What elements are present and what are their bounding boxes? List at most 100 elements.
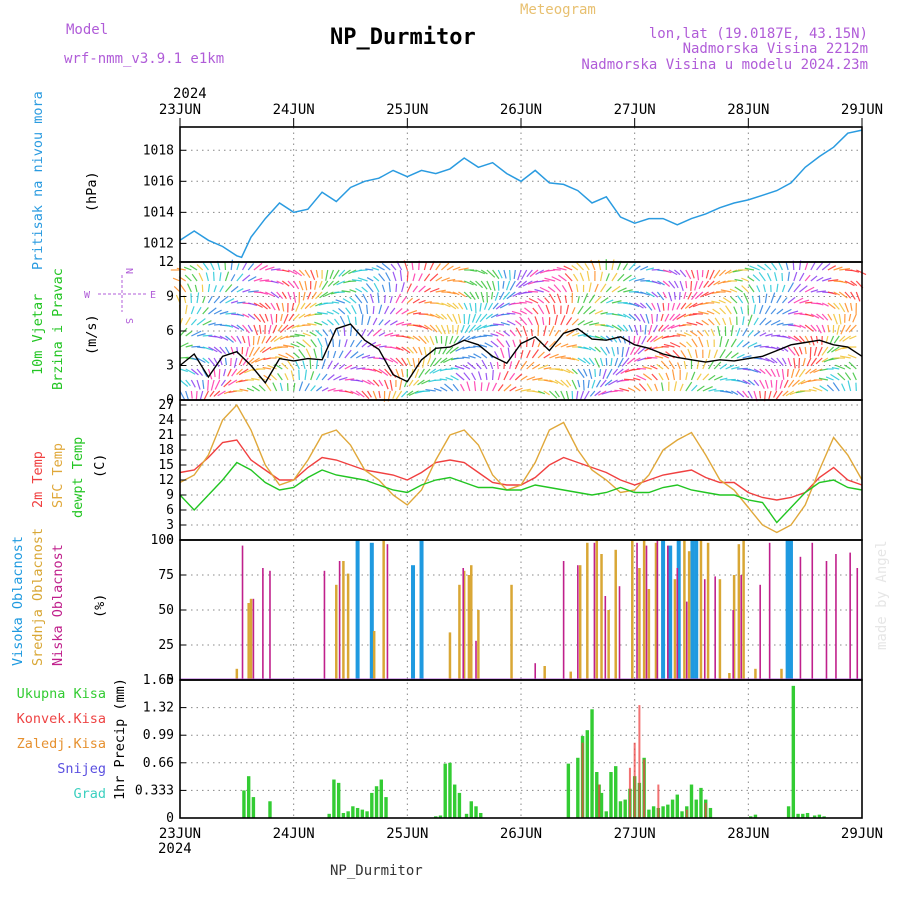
wind-barb xyxy=(179,283,187,293)
wind-barb xyxy=(799,299,810,304)
wind-barb xyxy=(571,379,578,390)
wind-barb xyxy=(457,302,464,310)
wind-barb xyxy=(445,377,453,381)
wind-barb xyxy=(599,271,603,282)
wind-barb xyxy=(793,357,796,369)
wind-barb xyxy=(304,383,310,392)
wind-barb xyxy=(347,315,352,326)
wind-barb xyxy=(606,324,614,329)
wind-barb xyxy=(637,346,647,355)
precip-total-bar xyxy=(749,816,753,818)
wind-barb xyxy=(401,390,408,398)
wind-barb xyxy=(713,280,721,286)
wind-barb xyxy=(314,321,323,326)
cloud-low-bar xyxy=(338,561,341,680)
wind-barb xyxy=(456,324,460,335)
wind-barb xyxy=(583,346,592,351)
wind-barb xyxy=(388,282,391,293)
wind-barb xyxy=(776,295,782,304)
wind-barb xyxy=(219,310,229,315)
wind-barb xyxy=(673,381,678,392)
wind-barb xyxy=(604,379,613,387)
precip-freezing-label: Zaledj.Kisa xyxy=(17,736,106,752)
x-tick-label-top: 25JUN xyxy=(386,102,428,118)
wind-barb xyxy=(847,380,852,392)
wind-barb xyxy=(782,390,789,397)
wind-barb xyxy=(223,390,232,395)
wind-barb xyxy=(338,307,346,315)
wind-barb xyxy=(351,279,362,282)
wind-barb xyxy=(332,338,335,348)
wind-barb xyxy=(483,334,493,337)
wind-barb xyxy=(334,291,345,294)
precip-conv-bar xyxy=(581,742,584,818)
wind-barb xyxy=(458,280,466,284)
wind-barb xyxy=(627,387,635,392)
wind-barb xyxy=(850,269,860,273)
x-tick-label-top: 23JUN xyxy=(159,102,201,118)
wind-barb xyxy=(406,346,414,354)
wind-barb xyxy=(395,357,404,367)
wind-barb xyxy=(614,389,624,392)
wind-barb xyxy=(553,284,562,293)
wind-barb xyxy=(753,368,762,374)
wind-barb xyxy=(633,385,641,392)
wind-barb xyxy=(683,332,692,337)
wind-barb xyxy=(785,390,795,397)
wind-barb xyxy=(429,313,440,319)
wind-barb xyxy=(517,269,522,281)
wind-barb xyxy=(473,353,482,359)
wind-barb xyxy=(680,350,687,359)
cloud-mid-label: Srednja Oblacnost xyxy=(30,528,46,666)
wind-barb xyxy=(213,296,220,304)
wind-barb xyxy=(332,362,340,370)
wind-barb xyxy=(440,324,446,335)
wind-barb xyxy=(452,313,458,325)
wind-barb xyxy=(839,335,846,342)
wind-barb xyxy=(230,335,237,342)
wind-barb xyxy=(594,335,604,340)
wind-barb xyxy=(503,330,511,337)
wind-barb xyxy=(702,386,713,392)
wind-barb xyxy=(544,277,556,282)
wind-barb xyxy=(827,324,830,333)
cloud-mid-bar xyxy=(687,551,691,680)
wind-barb xyxy=(565,379,572,387)
wind-barb xyxy=(315,269,319,278)
wind-barb xyxy=(605,346,610,354)
wind-barb xyxy=(223,368,227,377)
wind-barb xyxy=(446,265,454,271)
wind-barb xyxy=(679,280,684,291)
temperature-ytick-label: 18 xyxy=(158,443,174,458)
wind-barb xyxy=(248,302,258,307)
wind-barb xyxy=(367,390,372,398)
pressure-panel-labels: Pritisak na nivou mora (hPa) xyxy=(30,91,100,270)
wind-barb xyxy=(554,390,560,398)
wind-barb xyxy=(338,363,346,370)
wind-barb xyxy=(594,310,603,315)
wind-barb xyxy=(572,273,579,282)
wind-barb xyxy=(565,317,573,326)
wind-barb xyxy=(269,373,278,381)
pressure-ytick-label: 1018 xyxy=(143,143,174,158)
wind-barb xyxy=(640,279,650,282)
cloud-high-label: Visoka Oblacnost xyxy=(10,536,26,666)
wind-barb xyxy=(384,332,394,337)
wind-barb xyxy=(242,274,251,282)
wind-barb xyxy=(447,278,456,282)
wind-barb xyxy=(309,331,317,337)
wind-barb xyxy=(270,335,278,343)
wind-barb xyxy=(256,335,261,345)
wind-barb xyxy=(349,296,357,304)
wind-barb xyxy=(702,358,708,370)
wind-barb xyxy=(520,350,524,359)
wind-barb xyxy=(787,310,799,315)
wind-barb xyxy=(207,283,211,293)
wind-barb xyxy=(694,291,704,300)
wind-barb xyxy=(315,291,323,300)
wind-barb xyxy=(587,379,590,389)
wind-barb xyxy=(764,368,772,377)
precip-conv-label: Konvek.Kisa xyxy=(17,711,106,727)
wind-barb xyxy=(672,313,681,322)
wind-barb xyxy=(848,361,857,370)
